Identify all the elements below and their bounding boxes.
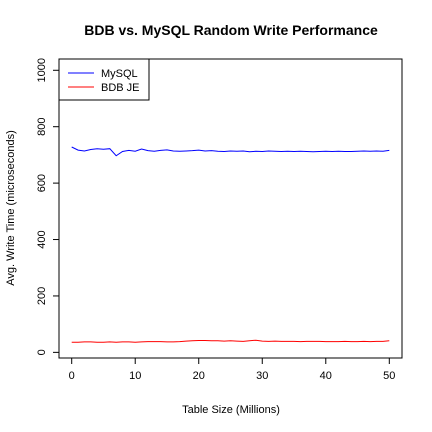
x-tick-label: 40	[320, 370, 332, 382]
y-tick-label: 1000	[36, 58, 48, 82]
y-tick-label: 600	[36, 174, 48, 192]
legend-box	[58, 58, 150, 101]
legend-label-bdb-je: BDB JE	[101, 82, 140, 94]
x-axis: 0 10 20 30 40 50	[69, 358, 395, 382]
legend: MySQL BDB JE	[58, 58, 150, 101]
x-tick-label: 10	[129, 370, 141, 382]
y-axis-label: Avg. Write Time (microseconds)	[5, 130, 17, 285]
series-layer	[71, 146, 390, 343]
y-tick-label: 400	[36, 230, 48, 248]
x-tick-label: 30	[256, 370, 268, 382]
x-tick-label: 0	[69, 370, 75, 382]
y-tick-label: 200	[36, 287, 48, 305]
series-line-bdb-je	[71, 339, 390, 343]
legend-label-mysql: MySQL	[101, 68, 138, 80]
series-line-mysql	[71, 146, 390, 157]
plot-area-frame	[58, 58, 403, 359]
x-tick-label: 20	[193, 370, 205, 382]
y-tick-label: 0	[36, 349, 48, 355]
y-axis: 0 200 400 600 800 1000	[36, 58, 59, 355]
x-tick-label: 50	[383, 370, 395, 382]
x-axis-label: Table Size (Millions)	[182, 404, 280, 416]
y-tick-label: 800	[36, 118, 48, 136]
chart-title: BDB vs. MySQL Random Write Performance	[84, 22, 378, 38]
